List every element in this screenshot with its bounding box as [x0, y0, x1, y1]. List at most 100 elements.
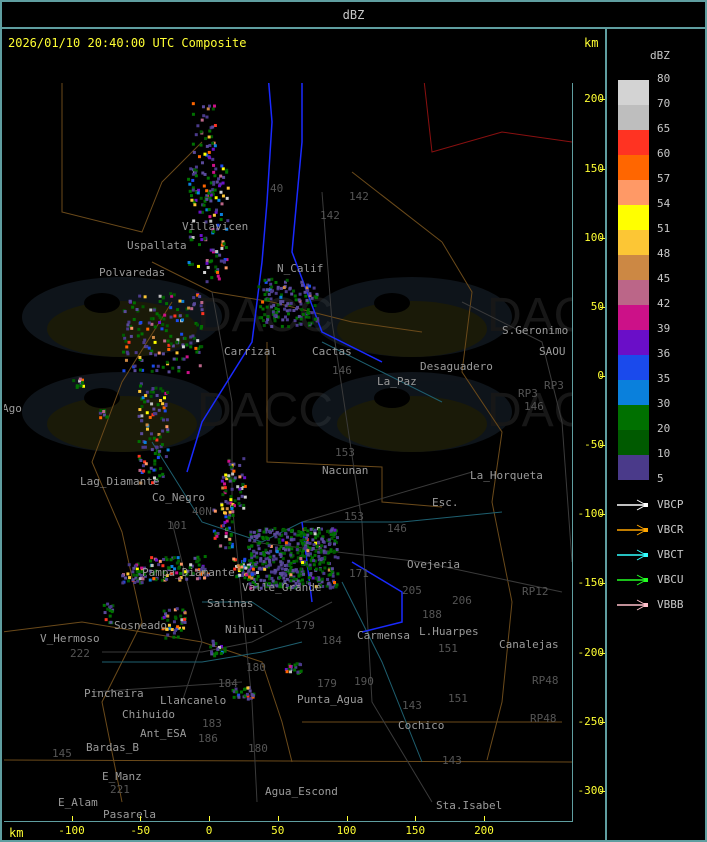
radar-echo-pixel	[106, 602, 110, 606]
radar-echo-pixel	[102, 409, 106, 413]
place-label: Uspallata	[127, 239, 187, 252]
radar-echo-pixel	[262, 579, 266, 583]
radar-echo-pixel	[194, 568, 198, 572]
radar-echo-pixel	[289, 538, 293, 542]
radar-echo-pixel	[278, 572, 282, 576]
radar-echo-pixel	[159, 399, 163, 403]
radar-echo-pixel	[265, 536, 269, 540]
radar-echo-pixel	[121, 574, 125, 578]
radar-echo-pixel	[124, 339, 128, 343]
radar-item-vbcu[interactable]: VBCU	[617, 573, 707, 587]
radar-echo-pixel	[306, 552, 310, 556]
radar-echo-pixel	[321, 535, 325, 539]
radar-echo-pixel	[127, 563, 131, 567]
radar-echo-pixel	[165, 324, 169, 328]
radar-echo-pixel	[153, 325, 157, 329]
radar-echo-pixel	[173, 567, 177, 571]
radar-echo-pixel	[230, 487, 234, 491]
radar-echo-pixel	[189, 335, 193, 339]
radar-echo-pixel	[164, 329, 168, 333]
radar-item-vbcp[interactable]: VBCP	[617, 498, 707, 512]
radar-echo-pixel	[295, 662, 299, 666]
radar-echo-pixel	[335, 583, 339, 587]
radar-echo-pixel	[179, 572, 183, 576]
radar-echo-pixel	[218, 253, 222, 257]
radar-echo-pixel	[110, 610, 114, 614]
radar-echo-pixel	[166, 339, 170, 343]
radar-echo-pixel	[287, 663, 291, 667]
radar-echo-pixel	[142, 341, 146, 345]
radar-echo-pixel	[274, 580, 278, 584]
radar-echo-pixel	[335, 536, 339, 540]
radar-echo-pixel	[297, 314, 301, 318]
radar-echo-pixel	[220, 524, 224, 528]
radar-echo-pixel	[223, 646, 227, 650]
radar-map[interactable]: DACCDACCDACCDACCUspallataVillavicenPolva…	[4, 83, 573, 822]
radar-echo-pixel	[192, 219, 196, 223]
radar-echo-pixel	[250, 556, 254, 560]
radar-echo-pixel	[176, 635, 180, 639]
radar-echo-pixel	[206, 176, 210, 180]
radar-echo-pixel	[288, 670, 292, 674]
radar-echo-pixel	[262, 530, 266, 534]
radar-echo-pixel	[205, 189, 209, 193]
radar-echo-pixel	[194, 174, 198, 178]
radar-echo-pixel	[229, 465, 233, 469]
radar-item-vbbb[interactable]: VBBB	[617, 598, 707, 612]
radar-echo-pixel	[152, 436, 156, 440]
radar-echo-pixel	[160, 443, 164, 447]
radar-echo-pixel	[282, 576, 286, 580]
radar-echo-pixel	[132, 317, 136, 321]
place-label: Cactas	[312, 345, 352, 358]
radar-echo-pixel	[227, 546, 231, 550]
radar-echo-pixel	[124, 358, 128, 362]
radar-echo-pixel	[219, 190, 223, 194]
radar-item-vbct[interactable]: VBCT	[617, 548, 707, 562]
radar-echo-pixel	[329, 548, 333, 552]
radar-echo-pixel	[264, 561, 268, 565]
radar-echo-pixel	[209, 199, 213, 203]
y-tick-mark	[600, 790, 605, 792]
radar-echo-pixel	[242, 506, 246, 510]
radar-echo-pixel	[306, 529, 310, 533]
radar-echo-pixel	[299, 302, 303, 306]
radar-echo-pixel	[195, 577, 199, 581]
radar-echo-pixel	[238, 573, 242, 577]
radar-echo-pixel	[199, 234, 203, 238]
radar-echo-pixel	[123, 336, 127, 340]
boundary-line	[351, 171, 443, 243]
radar-echo-pixel	[140, 570, 144, 574]
radar-echo-pixel	[190, 564, 194, 568]
radar-echo-pixel	[270, 528, 274, 532]
radar-echo-pixel	[140, 332, 144, 336]
radar-echo-pixel	[287, 571, 291, 575]
radar-echo-pixel	[197, 350, 201, 354]
radar-echo-pixel	[296, 545, 300, 549]
radar-echo-pixel	[167, 566, 171, 570]
place-label: Ovejeria	[407, 558, 460, 571]
radar-echo-pixel	[202, 184, 206, 188]
radar-echo-pixel	[188, 182, 192, 186]
radar-echo-pixel	[138, 355, 142, 359]
radar-echo-pixel	[215, 254, 219, 258]
radar-echo-pixel	[145, 344, 149, 348]
radar-echo-pixel	[295, 548, 299, 552]
radar-item-vbcr[interactable]: VBCR	[617, 523, 707, 537]
radar-echo-pixel	[187, 177, 191, 181]
radar-echo-pixel	[293, 294, 297, 298]
radar-echo-pixel	[178, 314, 182, 318]
radar-echo-pixel	[151, 481, 155, 485]
radar-echo-pixel	[266, 298, 270, 302]
radar-echo-pixel	[149, 466, 153, 470]
radar-echo-pixel	[79, 384, 83, 388]
radar-echo-pixel	[192, 200, 196, 204]
radar-echo-pixel	[169, 315, 173, 319]
radar-echo-pixel	[297, 530, 301, 534]
radar-echo-pixel	[176, 308, 180, 312]
river-line	[341, 581, 423, 763]
radar-echo-pixel	[267, 544, 271, 548]
place-label: Llancanelo	[160, 694, 226, 707]
radar-echo-pixel	[191, 188, 195, 192]
radar-echo-pixel	[220, 479, 224, 483]
radar-echo-pixel	[214, 196, 218, 200]
